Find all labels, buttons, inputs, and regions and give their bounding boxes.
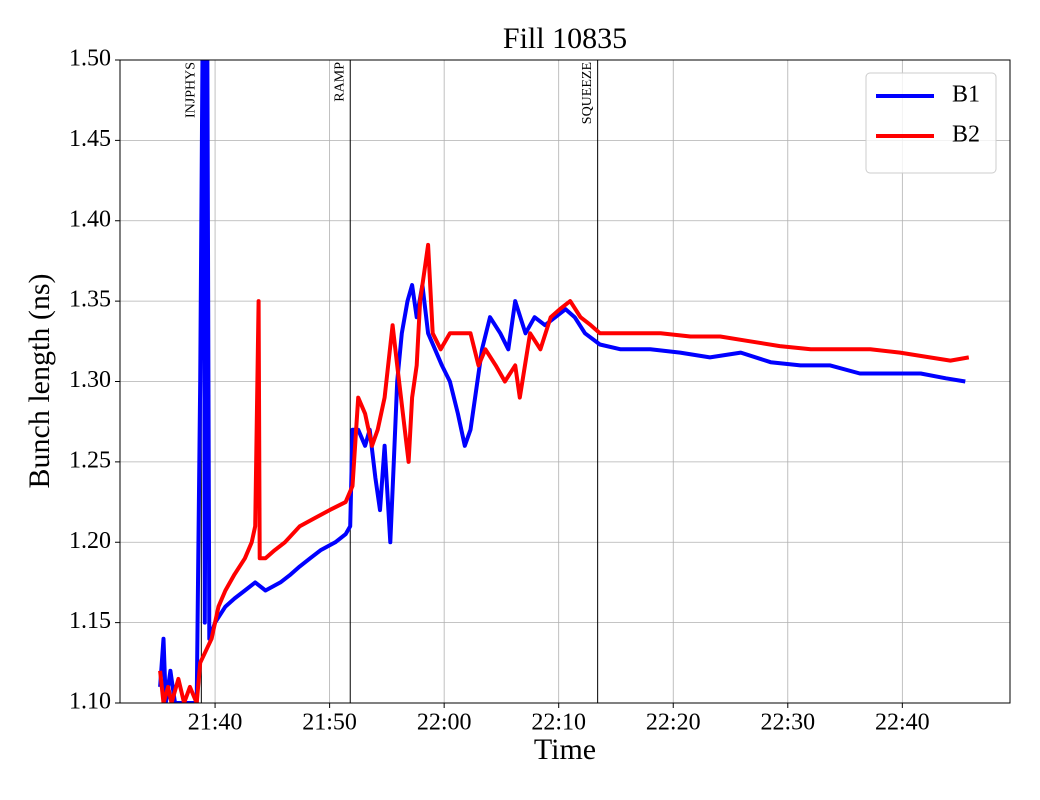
legend-label: B1 (952, 82, 980, 108)
x-tick-label: 22:10 (531, 710, 586, 736)
plot-area (158, 60, 970, 703)
x-tick-label: 22:20 (646, 710, 701, 736)
y-tick-label: 1.35 (69, 287, 111, 313)
x-tick-label: 21:40 (188, 710, 243, 736)
plot-frame (119, 59, 1011, 704)
y-tick-label: 1.15 (69, 608, 111, 634)
y-tick-label: 1.45 (69, 126, 111, 152)
y-tick-label: 1.20 (69, 528, 111, 554)
x-tick-label: 22:40 (875, 710, 930, 736)
legend-label: B2 (952, 122, 980, 148)
annotation-label: RAMP (332, 62, 347, 102)
y-tick-label: 1.40 (69, 206, 111, 232)
y-tick-label: 1.25 (69, 447, 111, 473)
x-tick-label: 22:30 (760, 710, 815, 736)
data-line (158, 242, 970, 703)
y-tick-label: 1.10 (69, 689, 111, 715)
data-line (158, 60, 966, 703)
annotation-label: SQUEEZE (580, 62, 595, 124)
chart-title: Fill 10835 (503, 22, 627, 55)
y-tick-label: 1.30 (69, 367, 111, 393)
x-tick-label: 21:50 (302, 710, 357, 736)
annotation-label: INJPHYS (184, 62, 199, 118)
y-axis-label: Bunch length (ns) (23, 274, 56, 489)
x-axis-label: Time (534, 733, 596, 766)
x-tick-label: 22:00 (417, 710, 472, 736)
y-tick-label: 1.50 (69, 46, 111, 72)
